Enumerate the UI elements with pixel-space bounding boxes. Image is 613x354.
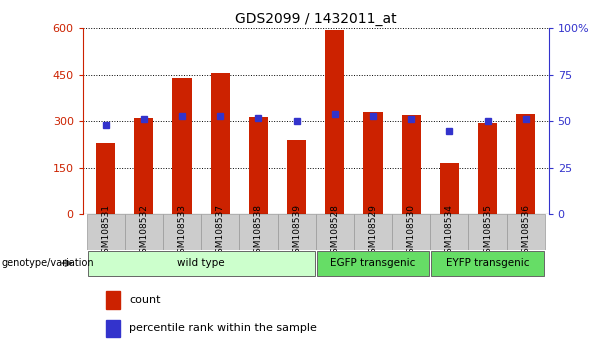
FancyBboxPatch shape [432,251,544,276]
FancyBboxPatch shape [278,214,316,250]
Bar [364,112,383,214]
Bar [249,116,268,214]
Text: EGFP transgenic: EGFP transgenic [330,258,416,268]
FancyBboxPatch shape [430,214,468,250]
Title: GDS2099 / 1432011_at: GDS2099 / 1432011_at [235,12,397,26]
Bar [402,115,421,214]
Bar [106,320,120,337]
Bar [106,291,120,309]
Bar [134,118,153,214]
Text: genotype/variation: genotype/variation [2,258,94,268]
FancyBboxPatch shape [468,214,506,250]
Bar [172,78,192,214]
Bar [96,143,115,214]
Text: GSM108534: GSM108534 [445,204,454,259]
FancyBboxPatch shape [163,214,201,250]
FancyBboxPatch shape [125,214,163,250]
Text: GSM108539: GSM108539 [292,204,301,259]
Text: GSM108530: GSM108530 [406,204,416,259]
Text: GSM108533: GSM108533 [178,204,186,259]
Bar [326,30,345,214]
Text: GSM108528: GSM108528 [330,204,339,259]
Text: GSM108536: GSM108536 [521,204,530,259]
FancyBboxPatch shape [354,214,392,250]
Bar [440,163,459,214]
FancyBboxPatch shape [317,251,429,276]
Text: GSM108532: GSM108532 [139,204,148,259]
Text: EYFP transgenic: EYFP transgenic [446,258,529,268]
Text: GSM108531: GSM108531 [101,204,110,259]
Text: GSM108535: GSM108535 [483,204,492,259]
Text: GSM108538: GSM108538 [254,204,263,259]
Text: count: count [129,295,161,305]
Bar [211,73,230,214]
Bar [478,123,497,214]
FancyBboxPatch shape [86,214,125,250]
FancyBboxPatch shape [506,214,545,250]
Text: percentile rank within the sample: percentile rank within the sample [129,324,317,333]
FancyBboxPatch shape [239,214,278,250]
Text: wild type: wild type [177,258,225,268]
FancyBboxPatch shape [88,251,314,276]
Bar [516,114,535,214]
FancyBboxPatch shape [316,214,354,250]
Text: GSM108529: GSM108529 [368,204,378,259]
FancyBboxPatch shape [201,214,239,250]
Bar [287,140,306,214]
Text: GSM108537: GSM108537 [216,204,225,259]
FancyBboxPatch shape [392,214,430,250]
